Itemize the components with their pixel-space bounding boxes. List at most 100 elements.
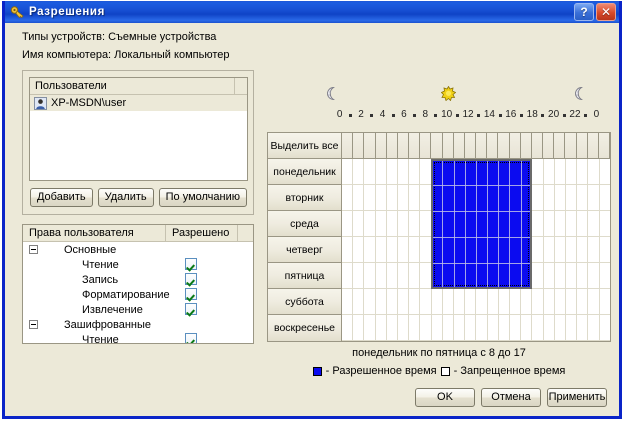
grid-header-cell[interactable] [353,133,365,158]
grid-hour-cell[interactable] [432,289,443,314]
grid-hour-cell[interactable] [353,185,365,210]
grid-hour-cell[interactable] [544,315,555,340]
grid-hour-cell[interactable] [532,159,544,184]
grid-header-cell[interactable] [454,133,465,158]
cancel-button[interactable]: Отмена [481,388,541,407]
allow-checkbox[interactable] [185,273,197,285]
grid-header-cell[interactable] [387,133,398,158]
grid-hour-cell[interactable] [387,185,399,210]
grid-day-row[interactable] [342,289,610,315]
grid-header-cell[interactable] [554,133,566,158]
grid-hour-cell[interactable] [398,315,410,340]
grid-hour-cell[interactable] [454,211,466,236]
grid-hour-cell[interactable] [510,263,522,288]
grid-hour-cell[interactable] [544,237,555,262]
day-button-friday[interactable]: пятница [268,263,341,289]
grid-hour-cell[interactable] [409,159,421,184]
grid-hour-cell[interactable] [420,211,432,236]
grid-hour-cell[interactable] [465,315,477,340]
grid-hour-cell[interactable] [387,315,399,340]
grid-hour-cell[interactable] [566,211,578,236]
grid-day-row[interactable] [342,185,610,211]
day-button-sunday[interactable]: воскресенье [268,315,341,341]
day-button-wednesday[interactable]: среда [268,211,341,237]
grid-hour-cell[interactable] [476,315,488,340]
grid-hour-cell[interactable] [443,159,455,184]
grid-hour-cell[interactable] [600,315,610,340]
grid-hour-cell[interactable] [364,237,376,262]
grid-header-cell[interactable] [532,133,544,158]
grid-hour-cell[interactable] [409,185,421,210]
grid-hour-cell[interactable] [409,211,421,236]
grid-hour-cell[interactable] [432,263,443,288]
grid-hour-cell[interactable] [532,237,544,262]
grid-hour-cell[interactable] [376,237,387,262]
grid-header-cell[interactable] [498,133,510,158]
grid-day-row[interactable] [342,315,610,341]
grid-hour-cell[interactable] [398,159,410,184]
grid-hour-cell[interactable] [465,237,477,262]
grid-hour-cell[interactable] [420,289,432,314]
grid-header-cell[interactable] [376,133,387,158]
grid-hour-cell[interactable] [342,159,354,184]
grid-hour-cell[interactable] [566,315,578,340]
grid-hour-cell[interactable] [409,289,421,314]
schedule-grid[interactable]: Выделить все понедельник вторник среда ч… [267,132,611,342]
apply-button[interactable]: Применить [547,388,607,407]
grid-hour-cell[interactable] [521,159,533,184]
grid-header-cell[interactable] [420,133,432,158]
grid-hour-cell[interactable] [465,263,477,288]
grid-hour-cell[interactable] [409,315,421,340]
grid-hour-cell[interactable] [454,315,466,340]
users-column-header[interactable]: Пользователи [30,78,247,95]
grid-hour-cell[interactable] [555,211,567,236]
grid-hour-cell[interactable] [465,185,477,210]
grid-hour-cell[interactable] [600,211,610,236]
grid-hour-cell[interactable] [387,211,399,236]
remove-button[interactable]: Удалить [97,188,154,207]
grid-header-cell[interactable] [577,133,588,158]
grid-hour-cell[interactable] [443,211,455,236]
allow-checkbox[interactable] [185,303,197,315]
grid-hour-cell[interactable] [588,315,600,340]
grid-hour-cell[interactable] [476,211,488,236]
grid-hour-cell[interactable] [555,237,567,262]
grid-hour-cell[interactable] [364,263,376,288]
grid-hour-cell[interactable] [420,315,432,340]
grid-hour-cell[interactable] [454,159,466,184]
grid-day-row[interactable] [342,237,610,263]
grid-hour-cell[interactable] [342,263,354,288]
grid-hour-cell[interactable] [420,263,432,288]
day-button-tuesday[interactable]: вторник [268,185,341,211]
tree-group-row[interactable]: Основные [23,242,253,257]
grid-hour-cell[interactable] [454,185,466,210]
grid-header-cell[interactable] [487,133,499,158]
grid-header-cell[interactable] [543,133,555,158]
grid-hour-cell[interactable] [555,159,567,184]
grid-hour-cell[interactable] [476,263,488,288]
allow-checkbox[interactable] [185,258,197,270]
grid-hour-cell[interactable] [398,289,410,314]
grid-hour-cell[interactable] [398,211,410,236]
grid-hour-cell[interactable] [376,185,387,210]
grid-header-cell[interactable] [342,133,354,158]
allow-checkbox[interactable] [185,333,197,343]
grid-hour-cell[interactable] [443,263,455,288]
grid-hour-cell[interactable] [566,263,578,288]
grid-hour-cell[interactable] [588,159,600,184]
grid-hour-cell[interactable] [364,159,376,184]
grid-hour-cell[interactable] [443,237,455,262]
select-all-button[interactable]: Выделить все [268,133,341,159]
grid-hour-cell[interactable] [577,315,589,340]
grid-hour-cell[interactable] [454,263,466,288]
grid-hour-cell[interactable] [532,315,544,340]
grid-hour-cell[interactable] [521,315,533,340]
list-item[interactable]: XP-MSDN\user [30,95,247,111]
grid-hour-cell[interactable] [476,237,488,262]
grid-hour-cell[interactable] [488,237,499,262]
grid-header-cell[interactable] [510,133,521,158]
grid-hour-cell[interactable] [488,263,499,288]
tree-item-row[interactable]: Чтение [23,257,253,272]
grid-hour-cell[interactable] [398,263,410,288]
grid-hour-cell[interactable] [465,289,477,314]
